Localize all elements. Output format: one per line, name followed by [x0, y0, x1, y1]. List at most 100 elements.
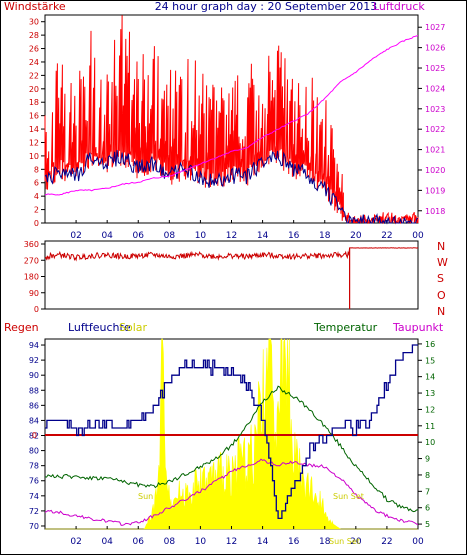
- wind-y-tick-label: 20: [29, 85, 39, 94]
- humidity-y-tick-label: 74: [29, 492, 39, 501]
- wind-x-tick-label: 04: [101, 231, 113, 241]
- pressure-y-tick-label: 1026: [425, 44, 445, 53]
- wind-y-tick-label: 14: [29, 125, 39, 134]
- wind-axis-title: Windstärke: [4, 1, 66, 13]
- wind-y-tick-label: 4: [34, 192, 39, 201]
- climate-x-tick-label: 02: [70, 537, 81, 547]
- pressure-y-tick-label: 1025: [425, 64, 445, 73]
- humidity-y-tick-label: 84: [29, 416, 39, 425]
- legend-regen: Regen: [4, 321, 39, 334]
- temperature-y-tick-label: 6: [425, 504, 430, 513]
- wind-y-tick-label: 8: [34, 165, 39, 174]
- wind-x-tick-label: 16: [288, 231, 300, 241]
- humidity-y-tick-label: 86: [29, 401, 39, 410]
- temperature-y-tick-label: 10: [425, 438, 435, 447]
- pressure-y-tick-label: 1021: [425, 146, 445, 155]
- temperature-line: [44, 385, 419, 513]
- climate-x-tick-label: 06: [133, 537, 145, 547]
- pressure-y-tick-label: 1027: [425, 23, 445, 32]
- climate-x-tick-label: 04: [101, 537, 113, 547]
- climate-x-tick-label: 18: [319, 537, 331, 547]
- wind-y-tick-label: 28: [29, 31, 39, 40]
- humidity-y-tick-label: 76: [29, 477, 39, 486]
- sunrise-label: Sun: [138, 492, 153, 501]
- direction-y-tick-label: 360: [24, 240, 39, 249]
- wind-y-tick-label: 16: [29, 112, 39, 121]
- direction-plot-frame: [44, 240, 419, 310]
- wind-y-tick-label: 10: [29, 152, 39, 161]
- pressure-axis-title: Luftdruck: [373, 1, 425, 13]
- compass-label: S: [437, 272, 444, 285]
- humidity-y-tick-label: 90: [29, 371, 39, 380]
- wind-y-tick-label: 12: [29, 138, 39, 147]
- legend-luftfeuchte: Luftfeuchte: [68, 321, 131, 334]
- pressure-y-tick-label: 1018: [425, 207, 445, 216]
- temperature-y-tick-label: 15: [425, 356, 435, 365]
- temperature-y-tick-label: 13: [425, 389, 435, 398]
- climate-x-tick-label: 14: [257, 537, 269, 547]
- wind-x-tick-label: 02: [70, 231, 81, 241]
- humidity-y-tick-label: 80: [29, 447, 39, 456]
- temperature-y-tick-label: 9: [425, 455, 430, 464]
- climate-x-tick-label: 20: [350, 537, 362, 547]
- legend-solar: Solar: [119, 321, 148, 334]
- pressure-y-tick-label: 1024: [425, 84, 445, 93]
- wind-y-tick-label: 24: [29, 58, 39, 67]
- compass-label: O: [437, 289, 446, 302]
- pressure-line: [44, 35, 419, 196]
- climate-x-tick-label: 16: [288, 537, 300, 547]
- compass-label: N: [437, 305, 445, 318]
- wind-x-tick-label: 08: [164, 231, 176, 241]
- humidity-y-tick-label: 72: [29, 507, 39, 516]
- humidity-y-tick-label: 94: [29, 341, 39, 350]
- temperature-y-tick-label: 8: [425, 471, 430, 480]
- temperature-y-tick-label: 16: [425, 340, 435, 349]
- direction-y-tick-label: 180: [24, 273, 39, 282]
- compass-label: N: [437, 240, 445, 253]
- wind-direction-line: [44, 247, 419, 262]
- pressure-y-tick-label: 1022: [425, 125, 445, 134]
- climate-x-tick-label: 08: [164, 537, 176, 547]
- temperature-y-tick-label: 14: [425, 373, 435, 382]
- wind-x-tick-label: 20: [350, 231, 362, 241]
- dewpoint-line: [44, 458, 419, 526]
- humidity-y-tick-label: 88: [29, 386, 39, 395]
- wind-y-tick-label: 2: [34, 206, 39, 215]
- wind-x-tick-label: 22: [381, 231, 392, 241]
- climate-chart: 7072747678808284868890929456789101112131…: [29, 338, 435, 547]
- climate-x-tick-label: 12: [226, 537, 237, 547]
- climate-x-tick-label: 22: [381, 537, 392, 547]
- wind-x-tick-label: 12: [226, 231, 237, 241]
- wind-y-tick-label: 26: [29, 45, 39, 54]
- wind-average-line: [44, 149, 419, 225]
- pressure-y-tick-label: 1020: [425, 166, 445, 175]
- wind-x-tick-label: 00: [412, 231, 424, 241]
- chart-title: 24 hour graph day : 20 September 2013: [155, 1, 378, 13]
- legend-temperatur: Temperatur: [313, 321, 378, 334]
- wind-y-tick-label: 22: [29, 71, 39, 80]
- rain-zero-label: 0: [32, 431, 37, 440]
- wind-y-tick-label: 18: [29, 98, 39, 107]
- wind-y-tick-label: 0: [34, 219, 39, 228]
- compass-label: W: [437, 256, 448, 269]
- wind-x-tick-label: 10: [195, 231, 207, 241]
- wind-x-tick-label: 06: [133, 231, 145, 241]
- climate-x-tick-label: 00: [412, 537, 424, 547]
- wind-gust-line: [44, 15, 419, 225]
- wind-x-tick-label: 18: [319, 231, 331, 241]
- humidity-y-tick-label: 78: [29, 462, 39, 471]
- direction-y-tick-label: 0: [34, 305, 39, 314]
- sunset-label: Sun Set: [333, 492, 364, 501]
- humidity-y-tick-label: 82: [29, 432, 39, 441]
- direction-y-tick-label: 90: [29, 289, 39, 298]
- temperature-y-tick-label: 11: [425, 422, 435, 431]
- wind-pressure-chart: 0246810121416182022242628301018101910201…: [29, 15, 445, 241]
- direction-y-tick-label: 270: [24, 256, 39, 265]
- legend-taupunkt: Taupunkt: [392, 321, 444, 334]
- temperature-y-tick-label: 5: [425, 520, 430, 529]
- sunset-axis-label: Sun Set: [329, 537, 360, 546]
- pressure-y-tick-label: 1019: [425, 186, 445, 195]
